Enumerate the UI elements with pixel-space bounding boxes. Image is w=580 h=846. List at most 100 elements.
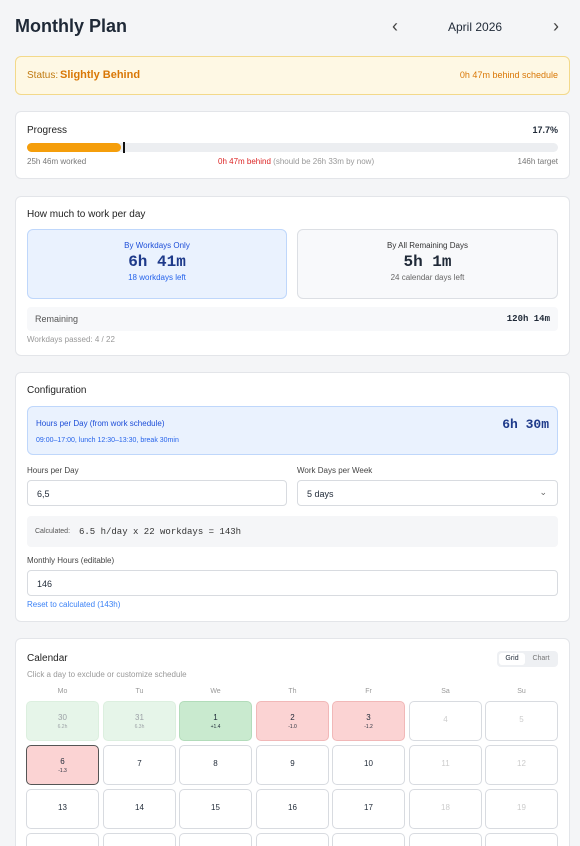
remaining-row: Remaining 120h 14m — [27, 307, 558, 331]
weekday-label: Sa — [441, 688, 450, 695]
day-number: 17 — [364, 803, 373, 812]
next-month[interactable]: › — [553, 16, 559, 36]
monthly-input[interactable]: 146 — [27, 570, 558, 596]
day-note: 6.3h — [134, 724, 145, 730]
schedule-detail: 09:00–17:00, lunch 12:30–13:30, break 30… — [36, 437, 179, 444]
day-number: 18 — [441, 803, 450, 812]
weekday-label: Mo — [57, 688, 68, 695]
hours-input[interactable]: 6,5 — [27, 480, 287, 506]
day-cell[interactable]: 19 — [485, 789, 558, 829]
day-cell[interactable]: 17 — [332, 789, 405, 829]
behind-note: 0h 47m behind (should be 26h 33m by now) — [218, 157, 374, 166]
day-cell[interactable]: 1 +1.4 — [179, 701, 252, 741]
calc-formula: 6.5 h/day x 22 workdays = 143h — [79, 527, 242, 537]
progress-title: Progress — [27, 125, 68, 136]
progress-fill — [27, 143, 121, 152]
day-number: 11 — [441, 759, 450, 768]
day-number: 8 — [213, 759, 218, 768]
day-number: 9 — [290, 759, 295, 768]
weekday-label: We — [210, 688, 221, 695]
day-cell[interactable]: 9 — [256, 745, 329, 785]
day-number: 2 — [290, 713, 295, 722]
all-days-title: By All Remaining Days — [387, 241, 468, 250]
progress-track — [27, 142, 558, 153]
day-cell[interactable]: 18 — [409, 789, 482, 829]
day-cell[interactable]: 10 — [332, 745, 405, 785]
expected-marker — [123, 142, 125, 153]
status-value: Slightly Behind — [60, 69, 141, 81]
hours-label: Hours per Day — [27, 466, 79, 475]
monthly-label: Monthly Hours (editable) — [27, 556, 115, 565]
day-cell[interactable] — [103, 833, 176, 846]
day-number: 31 — [135, 713, 144, 722]
per-day-title: How much to work per day — [27, 209, 146, 220]
day-cell[interactable] — [26, 833, 99, 846]
day-cell[interactable] — [256, 833, 329, 846]
weekday-label: Th — [288, 688, 297, 695]
day-cell[interactable]: 31 6.3h — [103, 701, 176, 741]
day-number: 19 — [517, 803, 526, 812]
calc-box: Calculated: 6.5 h/day x 22 workdays = 14… — [27, 516, 558, 547]
day-cell[interactable]: 4 — [409, 701, 482, 741]
days-select[interactable]: 5 days ⌄ — [297, 480, 558, 506]
day-cell[interactable]: 6 -1.3 — [26, 745, 99, 785]
day-number: 14 — [135, 803, 144, 812]
day-number: 16 — [288, 803, 297, 812]
all-days-box: By All Remaining Days 5h 1m 24 calendar … — [297, 229, 558, 299]
per-day-card: How much to work per day By Workdays Onl… — [15, 196, 570, 356]
day-note: 6.2h — [57, 724, 68, 730]
schedule-value: 6h 30m — [502, 417, 549, 432]
select-caret: ⌄ — [539, 487, 547, 497]
day-cell[interactable]: 2 -1.0 — [256, 701, 329, 741]
view-option[interactable]: Chart — [532, 655, 550, 662]
workdays-value: 6h 41m — [128, 253, 186, 271]
status-banner: Status: Slightly Behind 0h 47m behind sc… — [15, 56, 570, 95]
day-number: 1 — [213, 713, 218, 722]
day-cell[interactable]: 8 — [179, 745, 252, 785]
status-detail: 0h 47m behind schedule — [459, 70, 558, 80]
day-cell[interactable]: 13 — [26, 789, 99, 829]
day-cell[interactable]: 3 -1.2 — [332, 701, 405, 741]
day-cell[interactable]: 12 — [485, 745, 558, 785]
calendar-hint: Click a day to exclude or customize sche… — [27, 670, 187, 679]
weekday-label: Fr — [365, 688, 372, 695]
worked: 25h 46m worked — [27, 157, 87, 166]
progress-percent: 17.7% — [532, 125, 558, 135]
config-title: Configuration — [27, 385, 87, 396]
schedule-title: Hours per Day (from work schedule) — [36, 419, 165, 428]
prev-month[interactable]: ‹ — [392, 16, 398, 36]
remaining-label: Remaining — [35, 314, 79, 324]
behind: 0h 47m behind — [218, 157, 271, 166]
schedule-box: Hours per Day (from work schedule) 09:00… — [27, 406, 558, 455]
day-cell[interactable]: 11 — [409, 745, 482, 785]
days-label: Work Days per Week — [297, 466, 373, 475]
days-value: 5 days — [307, 489, 334, 499]
workdays-title: By Workdays Only — [124, 241, 190, 250]
reset-link[interactable]: Reset to calculated (143h) — [27, 600, 121, 609]
day-note: -1.2 — [364, 724, 373, 730]
day-number: 12 — [517, 759, 526, 768]
calendar-title: Calendar — [27, 653, 68, 664]
day-cell[interactable]: 7 — [103, 745, 176, 785]
day-cell[interactable] — [409, 833, 482, 846]
page-title: Monthly Plan — [15, 16, 127, 36]
day-cell[interactable]: 5 — [485, 701, 558, 741]
day-number: 6 — [60, 757, 65, 766]
day-cell[interactable] — [485, 833, 558, 846]
day-cell[interactable]: 14 — [103, 789, 176, 829]
day-cell[interactable] — [332, 833, 405, 846]
day-cell[interactable] — [179, 833, 252, 846]
view-option[interactable]: Grid — [499, 653, 525, 665]
view-toggle: Grid Chart — [497, 651, 558, 667]
progress-card: Progress 17.7% 25h 46m worked 0h 47m beh… — [15, 111, 570, 179]
remaining-value: 120h 14m — [506, 314, 550, 324]
day-cell[interactable]: 15 — [179, 789, 252, 829]
should-be: (should be 26h 33m by now) — [273, 157, 375, 166]
day-number: 13 — [58, 803, 67, 812]
day-cell[interactable]: 30 6.2h — [26, 701, 99, 741]
day-cell[interactable]: 16 — [256, 789, 329, 829]
target: 146h target — [517, 157, 558, 166]
all-days-note: 24 calendar days left — [390, 273, 465, 282]
workdays-passed: Workdays passed: 4 / 22 — [27, 335, 115, 344]
